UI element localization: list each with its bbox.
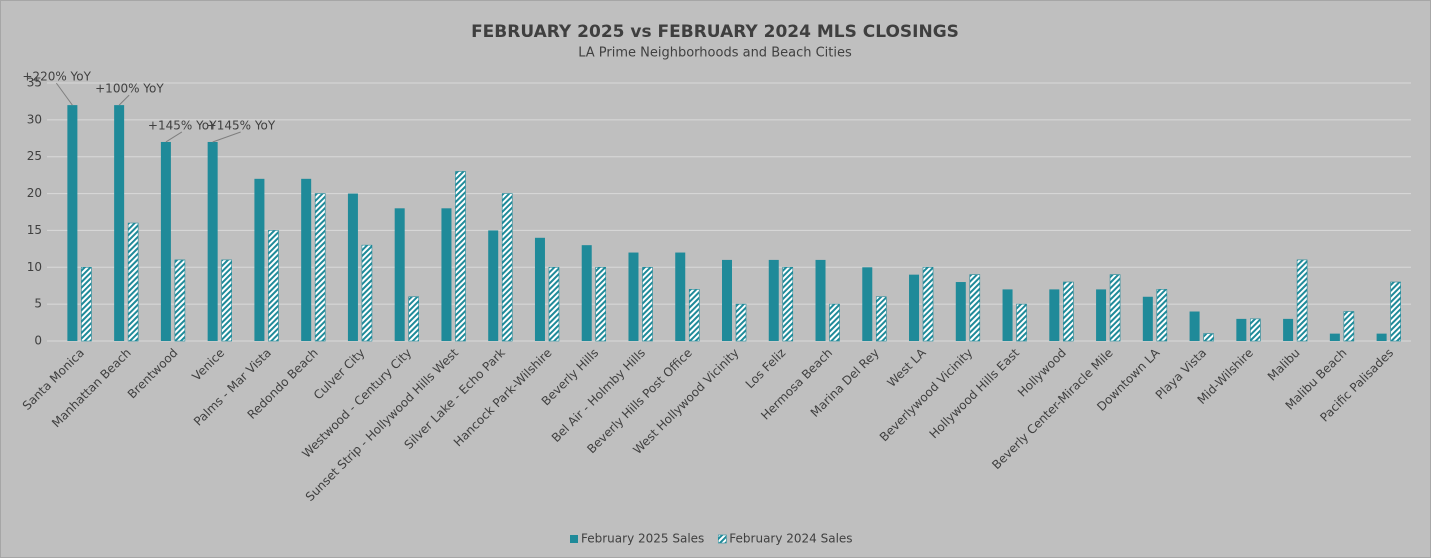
annotation: +145% YoY bbox=[148, 118, 217, 132]
bar bbox=[174, 259, 186, 342]
bar bbox=[642, 266, 653, 342]
bar bbox=[301, 178, 312, 341]
bar bbox=[1236, 318, 1247, 341]
bar bbox=[314, 193, 326, 342]
bar bbox=[67, 105, 78, 341]
bar bbox=[829, 303, 840, 342]
bar bbox=[455, 171, 466, 342]
bar bbox=[1063, 281, 1074, 342]
bar bbox=[268, 230, 279, 342]
bar bbox=[254, 178, 265, 341]
bar bbox=[1002, 289, 1013, 341]
bar bbox=[1156, 289, 1168, 342]
bar bbox=[361, 244, 373, 342]
bar bbox=[862, 267, 873, 341]
bar bbox=[581, 245, 592, 341]
bar bbox=[207, 141, 218, 341]
bar bbox=[221, 259, 232, 342]
bar bbox=[441, 208, 452, 341]
bar bbox=[1343, 311, 1355, 342]
bar bbox=[1109, 274, 1121, 342]
bar bbox=[1296, 259, 1308, 342]
bar bbox=[81, 266, 92, 342]
bar bbox=[969, 274, 981, 342]
bar bbox=[955, 282, 966, 341]
chart-subtitle: LA Prime Neighborhoods and Beach Cities bbox=[578, 46, 852, 61]
bar bbox=[782, 266, 794, 342]
bar bbox=[160, 141, 171, 341]
bar bbox=[1189, 311, 1200, 341]
annotation: +220% YoY bbox=[22, 70, 91, 84]
bar bbox=[548, 266, 560, 342]
annotation: +100% YoY bbox=[95, 82, 164, 96]
bar bbox=[1376, 333, 1387, 341]
y-tick-label: 20 bbox=[27, 186, 42, 200]
bar bbox=[1203, 333, 1214, 342]
bar bbox=[722, 259, 732, 341]
bar bbox=[675, 252, 686, 341]
bar bbox=[408, 296, 419, 342]
legend-swatch bbox=[717, 534, 727, 544]
bar bbox=[922, 266, 934, 342]
bar bbox=[501, 193, 513, 342]
bar bbox=[768, 259, 779, 341]
y-tick-label: 0 bbox=[34, 334, 42, 348]
annotation: +145% YoY bbox=[207, 118, 276, 132]
y-tick-label: 10 bbox=[27, 260, 42, 274]
bar bbox=[1096, 289, 1107, 341]
y-tick-label: 5 bbox=[34, 297, 42, 311]
bar bbox=[628, 252, 639, 341]
bar bbox=[815, 259, 826, 341]
legend-label: February 2024 Sales bbox=[729, 532, 852, 546]
bar bbox=[488, 230, 499, 341]
bar bbox=[735, 303, 747, 342]
bar bbox=[688, 289, 700, 342]
legend-swatch bbox=[570, 535, 578, 543]
legend-label: February 2025 Sales bbox=[581, 532, 704, 546]
y-tick-label: 15 bbox=[27, 223, 42, 237]
bar bbox=[347, 193, 358, 341]
y-tick-label: 30 bbox=[27, 112, 42, 126]
bar bbox=[875, 296, 887, 342]
annotation-leader bbox=[165, 131, 183, 143]
bar bbox=[909, 274, 920, 341]
bar bbox=[114, 105, 125, 341]
bar bbox=[1049, 289, 1060, 341]
bar bbox=[534, 237, 545, 341]
bar bbox=[394, 208, 405, 341]
y-tick-label: 25 bbox=[27, 149, 42, 163]
annotation-leader bbox=[212, 131, 241, 143]
chart-title: FEBRUARY 2025 vs FEBRUARY 2024 MLS CLOSI… bbox=[471, 22, 959, 42]
bar bbox=[127, 222, 139, 342]
bar bbox=[1390, 281, 1401, 342]
bar bbox=[1283, 318, 1294, 341]
bar bbox=[1329, 333, 1340, 341]
bar bbox=[595, 266, 607, 342]
bar bbox=[1250, 318, 1261, 342]
bar bbox=[1142, 296, 1153, 341]
bar bbox=[1016, 303, 1027, 342]
annotation-leader bbox=[55, 82, 73, 106]
annotation-leader bbox=[118, 94, 130, 106]
y-tick-label: 35 bbox=[27, 76, 42, 90]
